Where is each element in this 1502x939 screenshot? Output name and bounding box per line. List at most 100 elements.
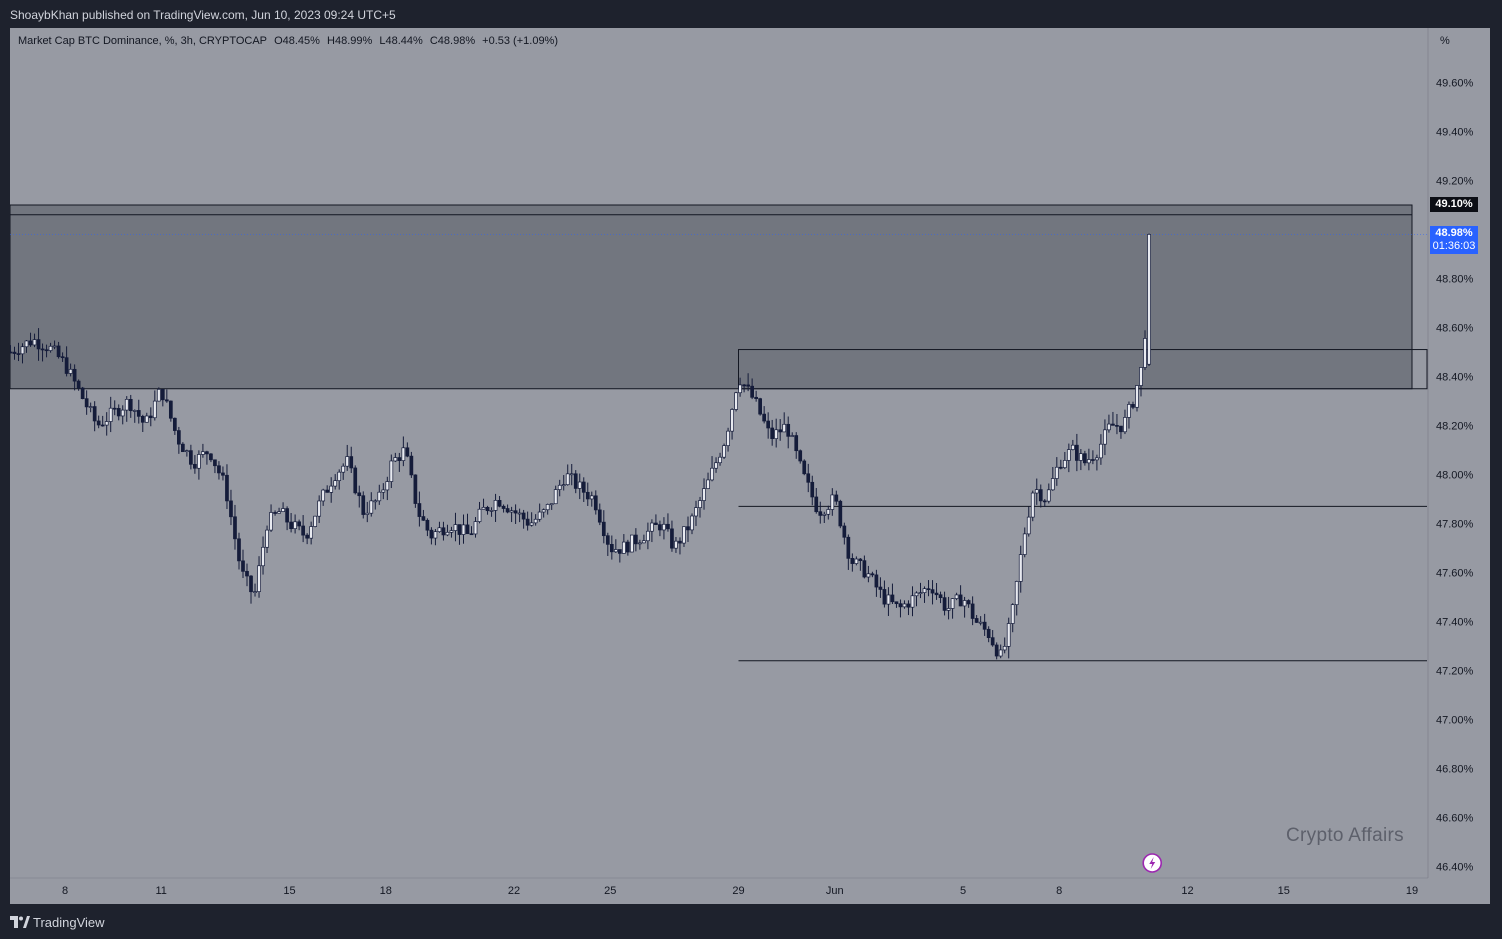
- candle[interactable]: [1111, 411, 1115, 426]
- candle[interactable]: [517, 508, 522, 523]
- candle[interactable]: [1099, 434, 1103, 465]
- candle[interactable]: [802, 459, 807, 476]
- candle[interactable]: [818, 501, 823, 524]
- candle[interactable]: [962, 596, 967, 618]
- candle[interactable]: [1066, 443, 1071, 473]
- candle[interactable]: [513, 504, 518, 524]
- candle[interactable]: [297, 519, 301, 531]
- tradingview-logo-icon[interactable]: [10, 916, 30, 928]
- candle[interactable]: [978, 616, 983, 626]
- candle[interactable]: [48, 342, 53, 353]
- candle[interactable]: [766, 412, 771, 439]
- candle[interactable]: [529, 512, 534, 527]
- candle[interactable]: [393, 452, 398, 463]
- candle[interactable]: [581, 477, 586, 502]
- candle[interactable]: [738, 377, 742, 397]
- candle[interactable]: [453, 512, 458, 542]
- candle[interactable]: [225, 464, 229, 510]
- candle[interactable]: [365, 501, 370, 523]
- candle[interactable]: [746, 373, 750, 392]
- candle[interactable]: [810, 475, 815, 506]
- candle[interactable]: [108, 396, 113, 433]
- candle[interactable]: [694, 500, 698, 526]
- candle[interactable]: [64, 346, 69, 377]
- resistance-box[interactable]: [738, 349, 1428, 390]
- candle[interactable]: [273, 510, 277, 516]
- candle[interactable]: [794, 432, 799, 459]
- candle[interactable]: [381, 483, 386, 500]
- chart-canvas[interactable]: 46.40% 46.60% 46.80% 47.00% 47.20% 47.40% 47.6…: [10, 28, 1490, 904]
- candle[interactable]: [842, 522, 847, 545]
- candle[interactable]: [1135, 385, 1139, 412]
- candle[interactable]: [561, 475, 566, 491]
- candle[interactable]: [32, 333, 37, 348]
- candle[interactable]: [421, 509, 426, 521]
- candle[interactable]: [221, 466, 225, 481]
- candle[interactable]: [1075, 433, 1079, 472]
- candle[interactable]: [533, 514, 538, 526]
- candle[interactable]: [88, 402, 93, 413]
- candle[interactable]: [942, 591, 947, 616]
- candle[interactable]: [882, 580, 887, 608]
- candle[interactable]: [140, 414, 145, 432]
- candle[interactable]: [718, 452, 722, 466]
- candle[interactable]: [84, 390, 89, 415]
- candle[interactable]: [120, 405, 125, 425]
- candle[interactable]: [501, 504, 506, 513]
- candle[interactable]: [112, 400, 117, 416]
- zone-top-price-tag[interactable]: 49.10%: [1430, 197, 1478, 212]
- candle[interactable]: [136, 399, 141, 424]
- candle[interactable]: [605, 532, 610, 556]
- candle[interactable]: [28, 332, 33, 347]
- candle[interactable]: [1139, 367, 1143, 397]
- candle[interactable]: [201, 443, 205, 458]
- candle[interactable]: [397, 452, 402, 472]
- candle[interactable]: [285, 506, 289, 531]
- candle[interactable]: [289, 513, 293, 533]
- candle[interactable]: [577, 473, 582, 500]
- candle[interactable]: [281, 502, 285, 513]
- candle[interactable]: [24, 339, 29, 353]
- candle[interactable]: [541, 508, 546, 518]
- candle[interactable]: [132, 409, 137, 423]
- candle[interactable]: [1147, 233, 1151, 367]
- candle[interactable]: [144, 412, 149, 423]
- candle[interactable]: [52, 340, 57, 350]
- candle[interactable]: [441, 521, 446, 541]
- candle[interactable]: [429, 527, 434, 545]
- candle[interactable]: [1046, 483, 1051, 504]
- candle[interactable]: [822, 511, 827, 524]
- candle[interactable]: [545, 503, 550, 515]
- candle[interactable]: [116, 404, 121, 421]
- candle[interactable]: [786, 416, 791, 449]
- candle[interactable]: [417, 491, 422, 527]
- candle[interactable]: [613, 539, 618, 553]
- candle[interactable]: [658, 520, 662, 537]
- candle[interactable]: [742, 383, 746, 393]
- candle[interactable]: [1042, 499, 1047, 507]
- candle[interactable]: [156, 387, 161, 402]
- candle[interactable]: [1018, 545, 1023, 593]
- candle[interactable]: [301, 515, 305, 543]
- candle[interactable]: [698, 496, 702, 518]
- candle[interactable]: [1050, 467, 1055, 491]
- candle[interactable]: [261, 536, 265, 575]
- candle[interactable]: [469, 526, 474, 536]
- candle[interactable]: [650, 519, 654, 543]
- candle[interactable]: [682, 526, 686, 547]
- candle[interactable]: [573, 470, 578, 494]
- last-price-tag[interactable]: 48.98% 01:36:03: [1430, 226, 1478, 255]
- candle[interactable]: [321, 488, 326, 506]
- candle[interactable]: [1087, 448, 1091, 471]
- candle[interactable]: [958, 585, 963, 607]
- candle[interactable]: [377, 484, 382, 505]
- candle[interactable]: [846, 534, 851, 570]
- candle[interactable]: [806, 463, 811, 493]
- candle[interactable]: [401, 436, 406, 467]
- candle[interactable]: [617, 549, 622, 563]
- candle[interactable]: [678, 537, 682, 555]
- candle[interactable]: [918, 582, 923, 599]
- candle[interactable]: [449, 526, 454, 538]
- candle[interactable]: [10, 345, 13, 354]
- candle[interactable]: [990, 630, 995, 647]
